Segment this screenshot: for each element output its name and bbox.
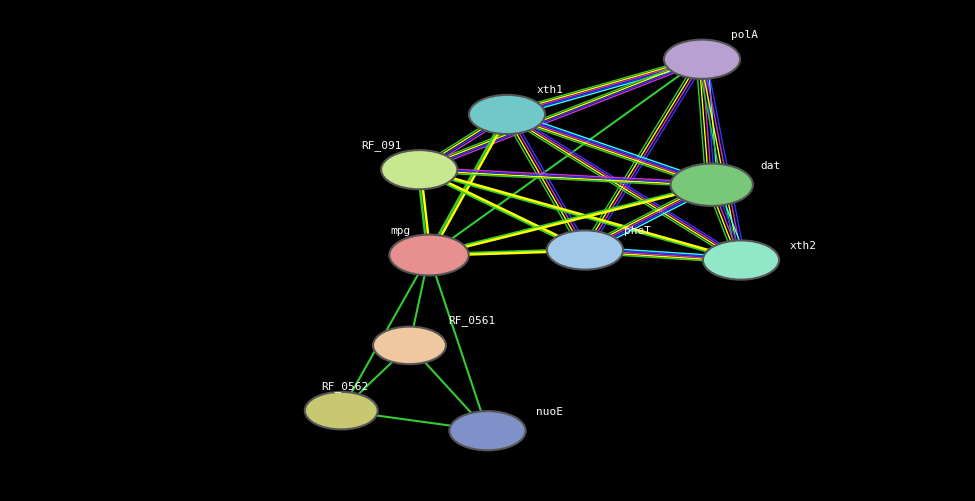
Text: RF_0561: RF_0561 bbox=[448, 315, 495, 326]
Text: polA: polA bbox=[731, 30, 759, 40]
Circle shape bbox=[547, 231, 623, 270]
Circle shape bbox=[373, 327, 446, 364]
Text: pheT: pheT bbox=[624, 225, 651, 235]
Text: RF_091: RF_091 bbox=[361, 139, 402, 150]
Text: RF_0562: RF_0562 bbox=[322, 380, 369, 391]
Text: xth2: xth2 bbox=[790, 240, 817, 250]
Circle shape bbox=[664, 41, 740, 80]
Text: mpg: mpg bbox=[390, 225, 410, 235]
Circle shape bbox=[381, 151, 457, 190]
Text: xth1: xth1 bbox=[536, 85, 564, 95]
Circle shape bbox=[305, 392, 377, 429]
Circle shape bbox=[703, 241, 779, 280]
Circle shape bbox=[469, 96, 545, 135]
Circle shape bbox=[449, 411, 526, 450]
Circle shape bbox=[671, 164, 753, 206]
Circle shape bbox=[389, 235, 469, 276]
Text: nuoE: nuoE bbox=[536, 406, 564, 416]
Text: dat: dat bbox=[760, 160, 781, 170]
